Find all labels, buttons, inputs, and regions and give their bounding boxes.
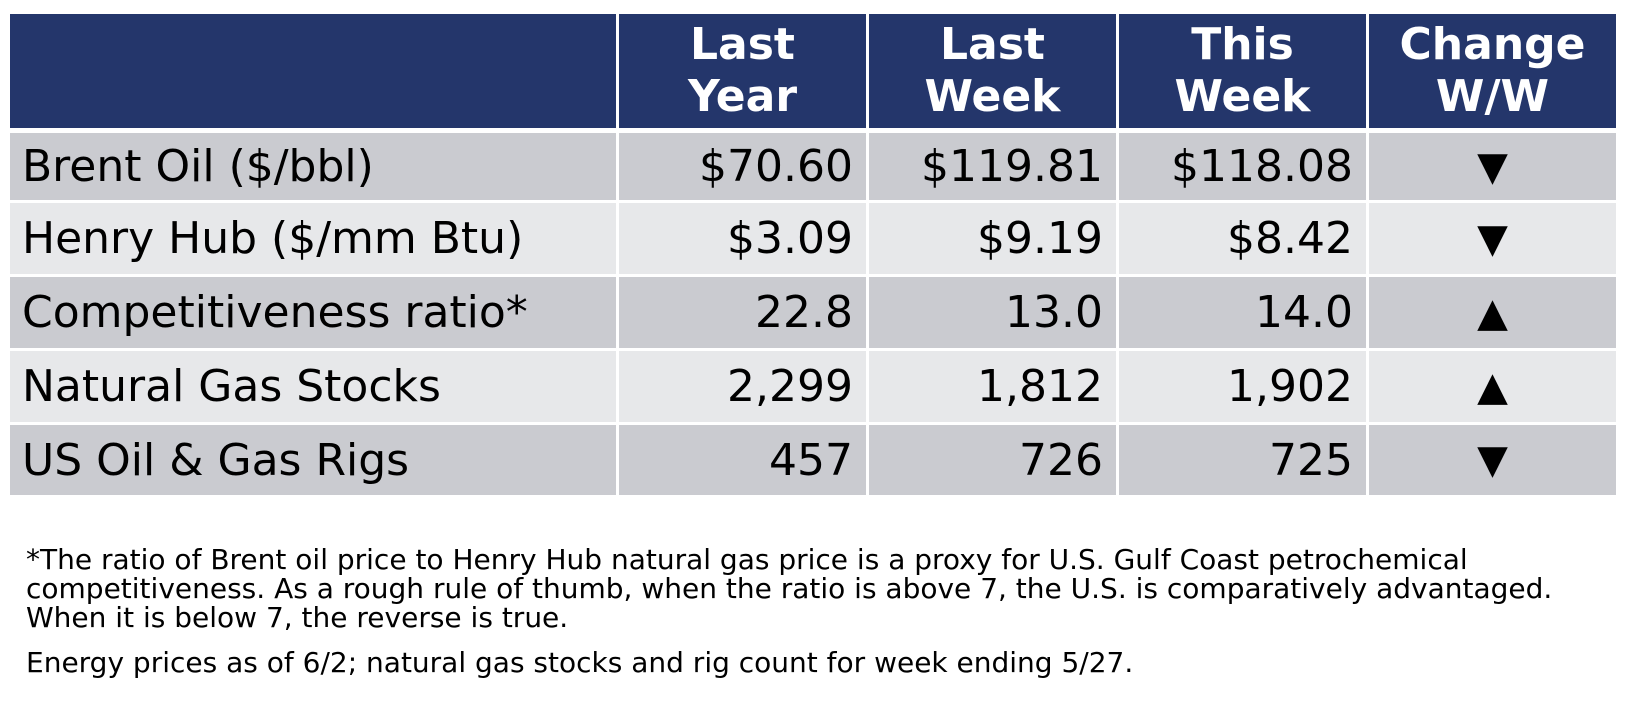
- data-dates-note: Energy prices as of 6/2; natural gas sto…: [26, 646, 1134, 679]
- brent-oil-last-week: $119.81: [869, 133, 1116, 203]
- us-oil-gas-rigs-this-week: 725: [1119, 425, 1366, 495]
- header-this-week: This Week: [1119, 14, 1366, 133]
- competitiveness-footnote: *The ratio of Brent oil price to Henry H…: [26, 543, 1553, 634]
- us-oil-gas-rigs-last-year: 457: [619, 425, 866, 495]
- row-label-natural-gas-stocks: Natural Gas Stocks: [10, 351, 616, 425]
- header-change-ww: Change W/W: [1369, 14, 1616, 133]
- natural-gas-stocks-last-year: 2,299: [619, 351, 866, 425]
- natural-gas-stocks-last-week: 1,812: [869, 351, 1116, 425]
- header-last-year: Last Year: [619, 14, 866, 133]
- table-notes: *The ratio of Brent oil price to Henry H…: [26, 545, 1616, 677]
- competitiveness-ratio-change-up-arrow-icon: ▲: [1369, 277, 1616, 351]
- header-blank-cell: [10, 14, 616, 133]
- row-label-brent-oil: Brent Oil ($/bbl): [10, 133, 616, 203]
- brent-oil-last-year: $70.60: [619, 133, 866, 203]
- row-label-us-oil-gas-rigs: US Oil & Gas Rigs: [10, 425, 616, 495]
- henry-hub-last-week: $9.19: [869, 203, 1116, 277]
- henry-hub-last-year: $3.09: [619, 203, 866, 277]
- brent-oil-this-week: $118.08: [1119, 133, 1366, 203]
- row-label-competitiveness-ratio: Competitiveness ratio*: [10, 277, 616, 351]
- natural-gas-stocks-this-week: 1,902: [1119, 351, 1366, 425]
- header-last-week: Last Week: [869, 14, 1116, 133]
- row-label-henry-hub: Henry Hub ($/mm Btu): [10, 203, 616, 277]
- energy-prices-table: Last Year Last Week This Week Change W/W…: [10, 14, 1616, 495]
- us-oil-gas-rigs-change-down-arrow-icon: ▼: [1369, 425, 1616, 495]
- henry-hub-this-week: $8.42: [1119, 203, 1366, 277]
- brent-oil-change-down-arrow-icon: ▼: [1369, 133, 1616, 203]
- us-oil-gas-rigs-last-week: 726: [869, 425, 1116, 495]
- competitiveness-ratio-last-year: 22.8: [619, 277, 866, 351]
- henry-hub-change-down-arrow-icon: ▼: [1369, 203, 1616, 277]
- natural-gas-stocks-change-up-arrow-icon: ▲: [1369, 351, 1616, 425]
- competitiveness-ratio-last-week: 13.0: [869, 277, 1116, 351]
- competitiveness-ratio-this-week: 14.0: [1119, 277, 1366, 351]
